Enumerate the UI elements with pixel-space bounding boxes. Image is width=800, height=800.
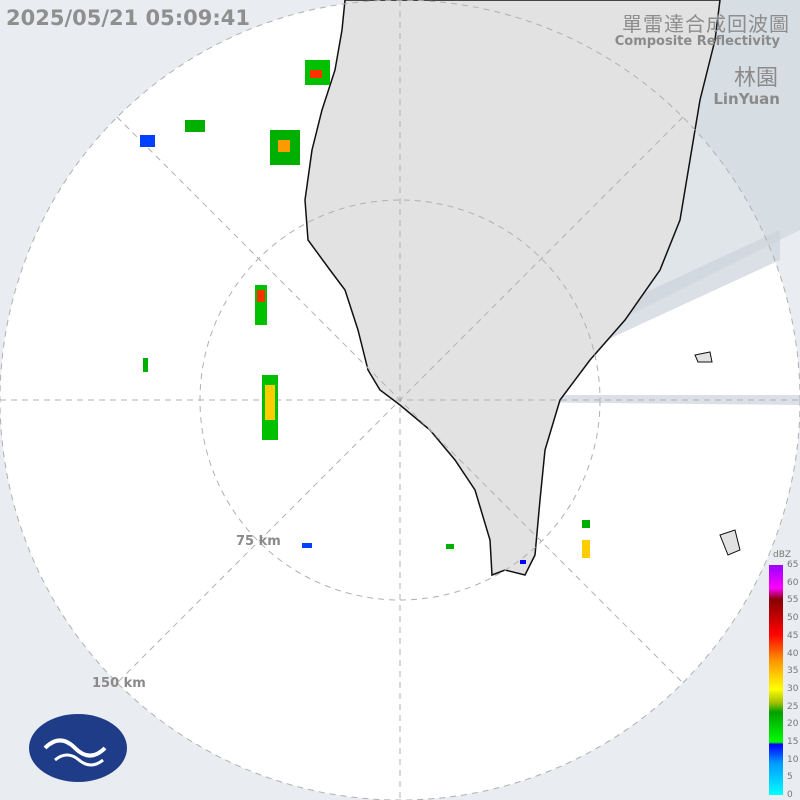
- colorbar-tick: 55: [787, 595, 799, 606]
- taiwan-land: [304, 0, 721, 577]
- colorbar-tick: 45: [787, 630, 799, 641]
- colorbar-tick: 15: [787, 737, 799, 747]
- station-en: LinYuan: [713, 90, 780, 108]
- radar-echoes: [140, 60, 590, 564]
- title-en: Composite Reflectivity: [614, 34, 780, 49]
- colorbar-tick: 35: [787, 666, 799, 677]
- colorbar-tick: 10: [787, 754, 799, 765]
- range-label-150: 150 km: [92, 676, 146, 691]
- colorbar-tick: 20: [787, 719, 799, 730]
- timestamp: 2025/05/21 05:09:41: [6, 6, 251, 30]
- colorbar-tick: 65: [787, 560, 799, 570]
- colorbar-tick: 40: [787, 648, 799, 659]
- station-zh: 林園: [733, 66, 778, 91]
- colorbar-tick: 0: [787, 790, 793, 800]
- cwa-logo-icon: [29, 714, 127, 782]
- island: [694, 351, 713, 363]
- colorbar-tick: 30: [787, 683, 799, 694]
- colorbar-tick: 60: [787, 577, 799, 588]
- colorbar-unit: dBZ: [773, 550, 792, 560]
- colorbar: [769, 565, 783, 795]
- colorbar-tick: 5: [787, 772, 793, 783]
- range-label-75: 75 km: [236, 534, 281, 549]
- island: [719, 529, 741, 556]
- title-zh: 單雷達合成回波圖: [622, 12, 790, 36]
- colorbar-tick: 50: [787, 613, 799, 624]
- colorbar-tick: 25: [787, 701, 799, 712]
